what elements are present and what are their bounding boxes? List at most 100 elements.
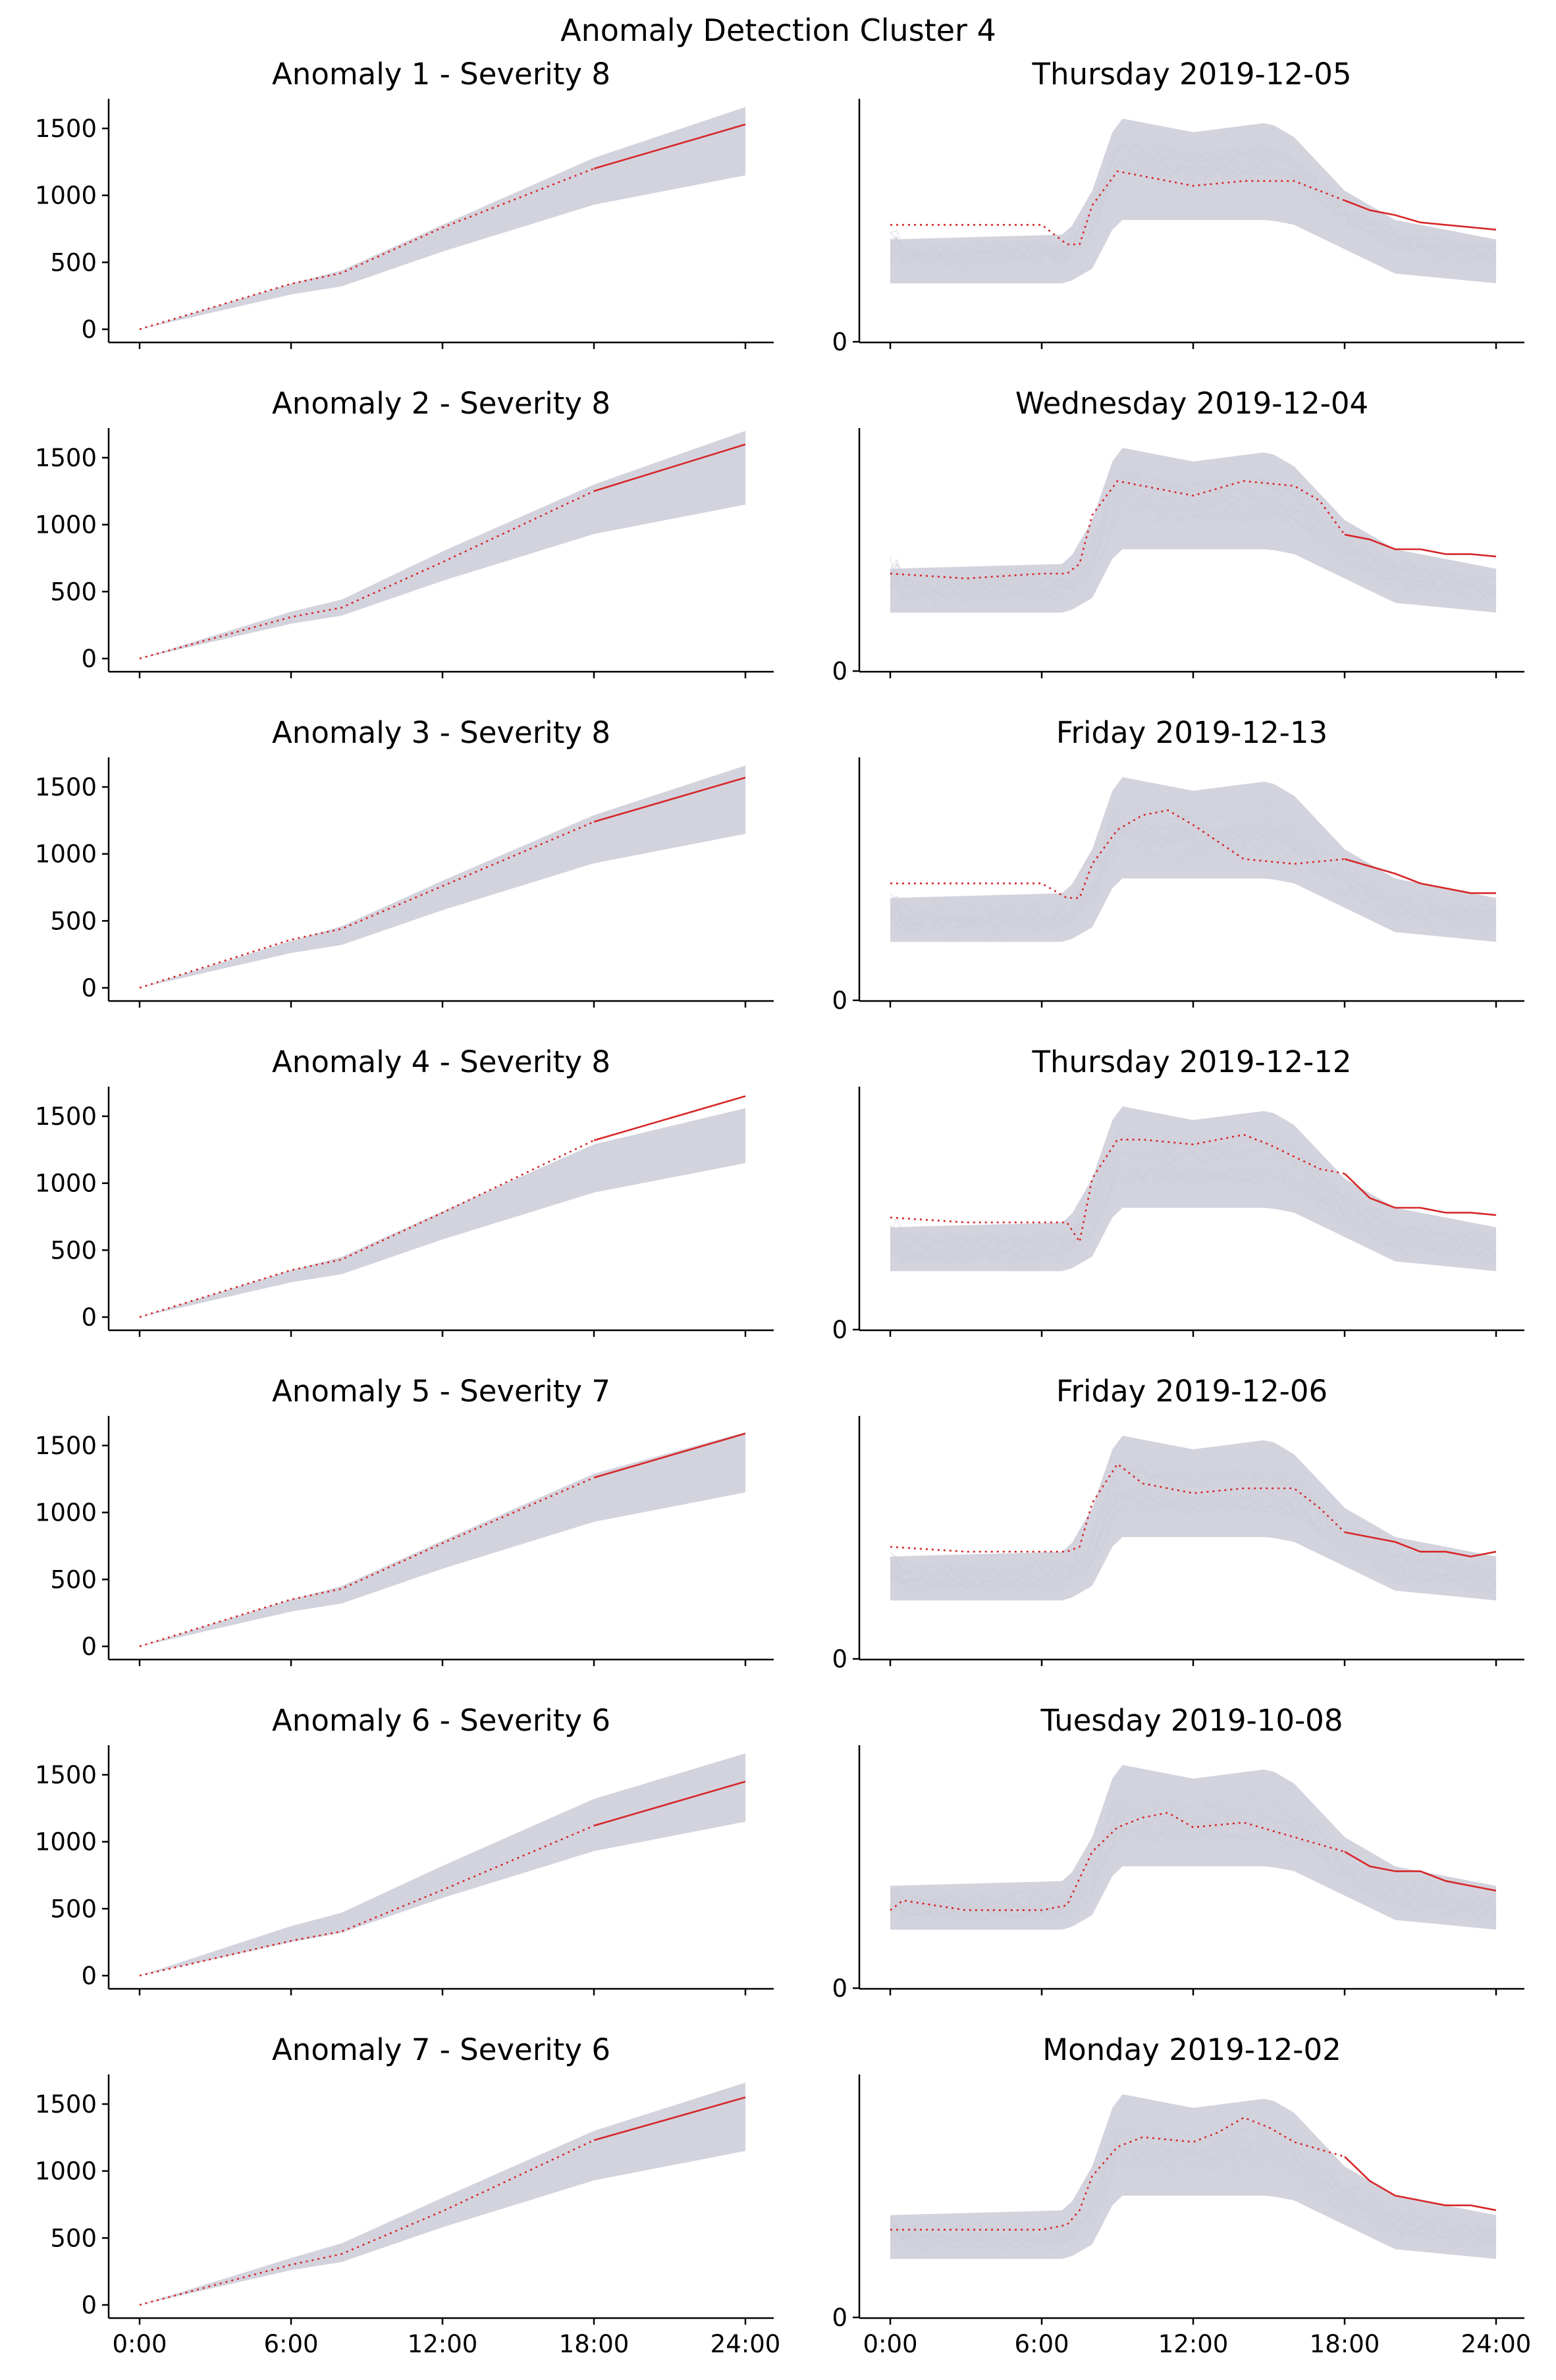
- panel-title: Anomaly 1 - Severity 8: [272, 57, 610, 92]
- history-band: [140, 2082, 745, 2305]
- anomaly-line-expected: [890, 480, 1346, 580]
- y-tick-label: 0: [832, 328, 847, 356]
- panel-title: Anomaly 6 - Severity 6: [272, 1703, 610, 1738]
- panel-1: Anomaly 1 - Severity 8 0 500 1000 1500: [35, 57, 774, 349]
- history-traces: [890, 1125, 1497, 1266]
- anomaly-line-observed: [593, 123, 746, 170]
- y-tick-label: 1000: [35, 1170, 97, 1198]
- y-tick-label: 1500: [35, 115, 97, 143]
- anomaly-line-observed: [1344, 1531, 1497, 1557]
- anomaly-line-observed: [1344, 858, 1496, 894]
- x-tick-label: 12:00: [1158, 2330, 1229, 2358]
- y-tick-label: 1500: [35, 1102, 97, 1131]
- history-band: [890, 2094, 1496, 2259]
- x-tick-label: 0:00: [112, 2330, 167, 2358]
- panel-title: Monday 2019-12-02: [1042, 2032, 1341, 2067]
- y-tick-label: 0: [81, 1962, 97, 1990]
- panel-title: Tuesday 2019-10-08: [1040, 1703, 1343, 1738]
- anomaly-line-observed: [593, 2096, 746, 2142]
- anomaly-line-observed: [593, 1432, 746, 1479]
- panel-8: Thursday 2019-12-12 0: [832, 1044, 1524, 1344]
- x-tick-label: 18:00: [1310, 2330, 1380, 2358]
- anomaly-line-observed: [1344, 1851, 1497, 1892]
- x-tick-label: 0:00: [863, 2330, 917, 2358]
- y-tick-label: 0: [81, 2291, 97, 2319]
- panel-title: Anomaly 7 - Severity 6: [272, 2032, 610, 2067]
- anomaly-line-observed: [1344, 1173, 1497, 1216]
- y-tick-label: 1000: [35, 511, 97, 539]
- y-tick-label: 500: [50, 907, 97, 935]
- history-traces: [890, 138, 1497, 280]
- panel-14: Monday 2019-12-02 0:00 6:00 12:00 18:00 24:00…: [832, 2032, 1531, 2358]
- y-tick-label: 500: [50, 1565, 97, 1594]
- y-tick-label: 0: [832, 657, 847, 686]
- anomaly-line-observed: [593, 1780, 746, 1827]
- history-band: [890, 448, 1496, 613]
- panel-7: Anomaly 4 - Severity 8 0 500 1000 1500: [35, 1044, 774, 1337]
- anomaly-line-observed: [1344, 200, 1497, 231]
- anomaly-line-observed: [593, 443, 746, 493]
- panel-title: Anomaly 2 - Severity 8: [272, 386, 610, 421]
- anomaly-line-observed: [1344, 533, 1497, 558]
- panel-title: Friday 2019-12-06: [1056, 1374, 1328, 1409]
- x-tick-label: 24:00: [1461, 2330, 1532, 2358]
- history-band: [140, 1432, 745, 1646]
- y-tick-label: 1000: [35, 1828, 97, 1856]
- y-tick-label: 1500: [35, 444, 97, 472]
- history-band: [140, 431, 745, 659]
- history-traces: [890, 2114, 1497, 2254]
- panel-title: Thursday 2019-12-05: [1031, 57, 1351, 92]
- y-tick-label: 1500: [35, 1761, 97, 1789]
- x-tick-label: 24:00: [711, 2330, 781, 2358]
- y-tick-label: 500: [50, 248, 97, 277]
- history-band: [890, 1765, 1496, 1930]
- x-tick-label: 12:00: [408, 2330, 478, 2358]
- y-tick-label: 1500: [35, 773, 97, 801]
- anomaly-line-expected: [139, 821, 595, 989]
- panel-13: Anomaly 7 - Severity 6 0:00 6:00 12:00 18:00…: [35, 2032, 780, 2358]
- anomaly-line-expected: [139, 490, 595, 660]
- y-tick-label: 500: [50, 2224, 97, 2252]
- anomaly-line-expected: [890, 170, 1345, 246]
- y-tick-label: 0: [832, 1316, 847, 1344]
- y-tick-label: 500: [50, 1236, 97, 1264]
- y-tick-label: 0: [81, 1633, 97, 1661]
- history-traces: [890, 798, 1497, 937]
- y-tick-label: 0: [81, 315, 97, 344]
- panel-10: Friday 2019-12-06 0: [832, 1374, 1524, 1673]
- y-tick-label: 1500: [35, 1432, 97, 1460]
- y-tick-label: 0: [81, 645, 97, 673]
- anomaly-line-expected: [139, 1139, 595, 1318]
- y-tick-label: 1000: [35, 182, 97, 210]
- panel-title: Anomaly 3 - Severity 8: [272, 715, 610, 750]
- y-tick-label: 0: [832, 2304, 847, 2332]
- x-tick-label: 6:00: [263, 2330, 318, 2358]
- y-tick-label: 500: [50, 1895, 97, 1923]
- y-tick-label: 0: [81, 1303, 97, 1332]
- anomaly-line-expected: [890, 2117, 1345, 2231]
- y-tick-label: 1000: [35, 840, 97, 869]
- y-tick-label: 0: [832, 987, 847, 1015]
- y-tick-label: 1000: [35, 1499, 97, 1527]
- x-tick-label: 6:00: [1014, 2330, 1069, 2358]
- anomaly-line-observed: [593, 1095, 746, 1141]
- panel-12: Tuesday 2019-10-08 0: [832, 1703, 1524, 2003]
- x-tick-label: 18:00: [559, 2330, 630, 2358]
- panel-title: Thursday 2019-12-12: [1031, 1044, 1351, 1079]
- history-band: [140, 107, 745, 329]
- panel-6: Friday 2019-12-13 0: [832, 715, 1524, 1015]
- anomaly-line-expected: [139, 167, 595, 331]
- panel-title: Anomaly 5 - Severity 7: [272, 1374, 610, 1409]
- y-tick-label: 0: [832, 1645, 847, 1673]
- anomaly-line-observed: [593, 776, 746, 823]
- y-tick-label: 0: [81, 974, 97, 1002]
- anomaly-line-expected: [139, 2139, 595, 2306]
- panel-title: Friday 2019-12-13: [1056, 715, 1328, 750]
- panel-5: Anomaly 3 - Severity 8 0 500 1000 1500: [35, 715, 774, 1008]
- panel-11: Anomaly 6 - Severity 6 0 500 1000 1500: [35, 1703, 774, 1995]
- history-band: [890, 119, 1496, 284]
- anomaly-line-observed: [1344, 2155, 1497, 2211]
- panel-9: Anomaly 5 - Severity 7 0 500 1000 1500: [35, 1374, 774, 1666]
- panel-title: Anomaly 4 - Severity 8: [272, 1044, 610, 1079]
